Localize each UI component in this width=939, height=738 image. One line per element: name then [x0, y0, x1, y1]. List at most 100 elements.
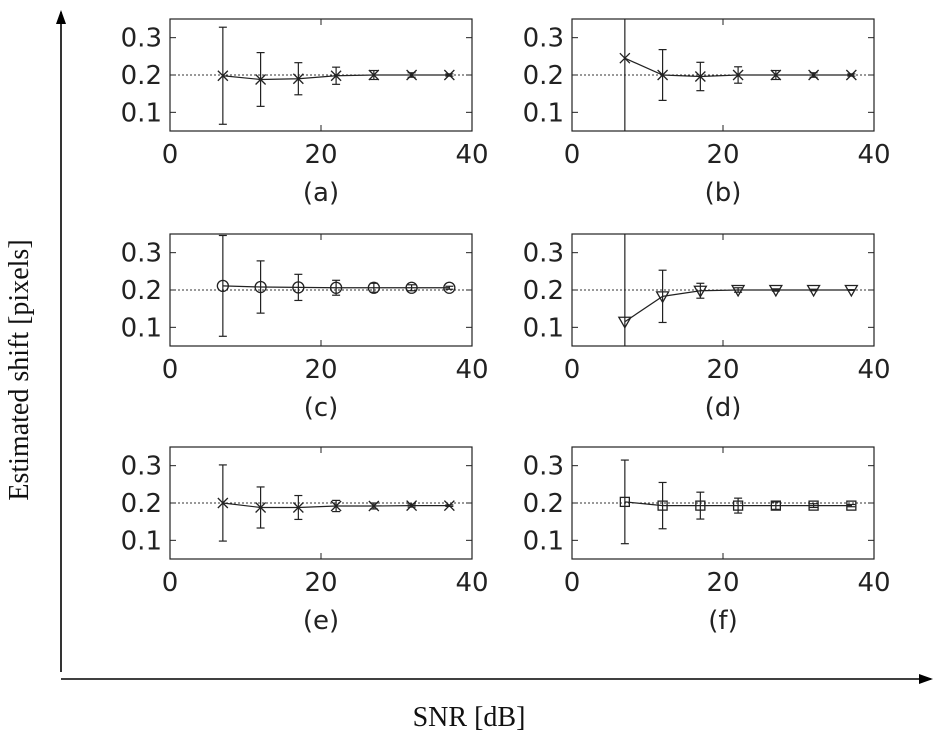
x-tick-label: 20	[706, 568, 739, 598]
y-tick-label: 0.1	[121, 313, 162, 343]
marker-6	[844, 284, 859, 298]
x-tick-label: 0	[162, 140, 179, 170]
marker-6	[845, 69, 857, 81]
marker-2	[292, 281, 305, 294]
series-line	[222, 285, 450, 289]
marker-3	[732, 69, 744, 81]
y-tick-label: 0.3	[121, 24, 162, 54]
figure-x-label: SNR [dB]	[413, 702, 526, 733]
plot-area	[619, 19, 857, 131]
x-tick-label: 40	[455, 355, 488, 385]
marker-4	[768, 284, 783, 298]
marker-1	[657, 500, 668, 511]
x-tick-label: 0	[564, 568, 581, 598]
x-tick-label: 40	[857, 355, 890, 385]
marker-1	[655, 291, 670, 304]
y-tick-label: 0.1	[523, 526, 564, 556]
figure-y-label: Estimated shift [pixels]	[4, 239, 35, 500]
marker-5	[808, 69, 820, 81]
plot-area	[216, 234, 456, 337]
plot-area	[619, 459, 857, 545]
marker-5	[406, 500, 418, 512]
y-tick-label: 0.3	[121, 239, 162, 269]
series-line	[624, 501, 852, 507]
marker-0	[217, 70, 229, 82]
marker-5	[406, 69, 418, 81]
y-tick-label: 0.3	[523, 24, 564, 54]
x-tick-label: 20	[706, 355, 739, 385]
panels: 0.1 0.2 0.3 0 20 40 (a) 0.1 0.2 0.3 0 20 40 (b) 0.1 0.2…	[121, 18, 891, 636]
x-tick-label: 0	[162, 568, 179, 598]
marker-6	[846, 500, 857, 511]
marker-6	[443, 500, 455, 512]
marker-4	[770, 69, 782, 81]
marker-3	[329, 281, 343, 294]
x-tick-label: 20	[304, 355, 337, 385]
marker-1	[255, 74, 267, 85]
marker-0	[619, 52, 631, 64]
marker-3	[330, 500, 342, 512]
panel-e: 0.1 0.2 0.3 0 20 40 (e)	[121, 446, 489, 636]
marker-5	[808, 500, 819, 511]
panel-caption: (b)	[705, 178, 742, 208]
panel-f: 0.1 0.2 0.3 0 20 40 (f)	[523, 446, 891, 636]
y-tick-label: 0.2	[121, 61, 162, 91]
y-tick-label: 0.1	[121, 526, 162, 556]
marker-0	[619, 496, 630, 508]
marker-0	[217, 497, 229, 509]
marker-5	[405, 281, 418, 294]
x-tick-label: 0	[564, 140, 581, 170]
y-tick-label: 0.1	[121, 98, 162, 128]
y-tick-label: 0.2	[121, 489, 162, 519]
x-tick-label: 20	[304, 140, 337, 170]
marker-0	[216, 279, 230, 293]
y-tick-label: 0.3	[523, 239, 564, 269]
marker-1	[657, 69, 669, 81]
marker-2	[693, 285, 708, 299]
panel-caption: (c)	[304, 393, 339, 423]
y-tick-label: 0.3	[121, 452, 162, 482]
panel-caption: (f)	[708, 606, 737, 636]
marker-2	[694, 71, 706, 82]
marker-1	[254, 280, 267, 294]
marker-2	[292, 73, 304, 85]
series-line	[624, 289, 852, 323]
panel-caption: (d)	[705, 393, 742, 423]
panel-caption: (e)	[303, 606, 339, 636]
panel-a: 0.1 0.2 0.3 0 20 40 (a)	[121, 18, 489, 208]
y-tick-label: 0.2	[121, 276, 162, 306]
panel-d: 0.1 0.2 0.3 0 20 40 (d)	[523, 233, 891, 423]
x-tick-label: 40	[857, 568, 890, 598]
error-bar-0	[624, 19, 626, 131]
marker-5	[806, 284, 821, 298]
y-tick-label: 0.2	[523, 61, 564, 91]
marker-2	[292, 502, 304, 513]
marker-2	[695, 500, 706, 511]
marker-0	[617, 316, 632, 330]
marker-4	[368, 500, 380, 512]
marker-6	[443, 281, 456, 294]
plot-area	[217, 464, 455, 542]
panel-caption: (a)	[303, 178, 339, 208]
x-tick-label: 0	[564, 355, 581, 385]
plot-area	[617, 234, 859, 346]
x-tick-label: 20	[304, 568, 337, 598]
y-tick-label: 0.1	[523, 313, 564, 343]
panel-b: 0.1 0.2 0.3 0 20 40 (b)	[523, 18, 891, 208]
y-tick-label: 0.2	[523, 276, 564, 306]
marker-3	[732, 500, 744, 511]
marker-3	[330, 70, 342, 82]
y-tick-label: 0.1	[523, 98, 564, 128]
x-tick-label: 20	[706, 140, 739, 170]
marker-4	[770, 500, 781, 511]
x-tick-label: 0	[162, 355, 179, 385]
marker-4	[367, 281, 381, 294]
y-tick-label: 0.2	[523, 489, 564, 519]
marker-1	[255, 502, 267, 513]
y-tick-label: 0.3	[523, 452, 564, 482]
panel-c: 0.1 0.2 0.3 0 20 40 (c)	[121, 233, 489, 423]
marker-6	[443, 69, 455, 81]
x-tick-label: 40	[455, 568, 488, 598]
marker-3	[730, 284, 746, 298]
